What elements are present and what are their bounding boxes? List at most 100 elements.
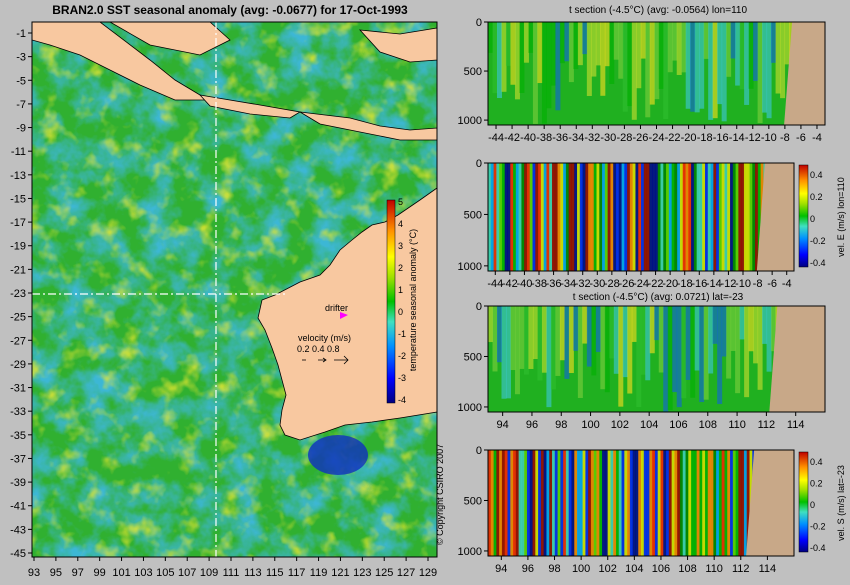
map-y-tick-label: -9 <box>16 123 26 135</box>
section-stripe <box>618 163 623 271</box>
section-stripe <box>540 163 545 271</box>
section-stripe <box>613 163 617 271</box>
section-stripe <box>528 22 534 53</box>
section-x-tick-label: -20 <box>681 132 697 144</box>
section-stripe <box>752 163 756 271</box>
section-stripe <box>682 450 687 556</box>
section-stripe <box>727 163 731 271</box>
section-stripe <box>674 450 678 556</box>
section-stripe <box>596 163 600 271</box>
section-stripe <box>739 22 745 90</box>
map-y-tick-label: -17 <box>10 217 26 229</box>
section-stripe <box>532 163 536 271</box>
section-stripe <box>649 22 655 105</box>
section-stripe <box>549 163 553 271</box>
section-stripe <box>593 163 597 271</box>
section-x-tick-label: -10 <box>761 132 777 144</box>
section-land <box>769 306 825 412</box>
section-x-tick-label: -36 <box>546 278 562 290</box>
section-y-tick-label: 500 <box>464 495 482 507</box>
land-sumatra <box>31 21 211 101</box>
section-stripe <box>496 306 502 363</box>
section-stripe <box>730 306 736 351</box>
section-stripe <box>600 22 606 96</box>
section-stripe <box>757 163 762 271</box>
section-stripe <box>496 163 500 271</box>
section-stripe <box>753 306 759 364</box>
section-stripe <box>666 450 670 556</box>
section-stripe <box>488 306 493 343</box>
section-stripe <box>635 163 639 271</box>
section-x-tick-label: -32 <box>584 132 600 144</box>
section-stripe <box>515 163 520 271</box>
map-y-tick-label: -15 <box>10 193 26 205</box>
section-colorbar-tick-label: 0 <box>810 500 815 510</box>
section-stripe <box>579 450 584 556</box>
section-stripe <box>514 22 520 100</box>
section-stripe <box>716 450 720 556</box>
section-stripe <box>524 450 528 556</box>
velocity-scale-values: 0.2 0.4 0.8 <box>297 344 340 354</box>
section-stripe <box>588 163 592 271</box>
section-stripe <box>600 306 606 390</box>
section-stripe <box>699 22 705 109</box>
section-stripe <box>721 22 727 122</box>
section-y-tick-label: 1000 <box>458 115 482 127</box>
section-x-tick-label: -4 <box>812 132 822 144</box>
section-stripe <box>596 450 600 556</box>
section-x-tick-label: -6 <box>767 278 777 290</box>
section-stripe <box>602 450 606 556</box>
section-stripe <box>708 22 714 120</box>
section-stripe <box>753 22 759 81</box>
section-stripe <box>688 163 692 271</box>
copyright-text: © Copyright CSIRO 2007 <box>435 444 445 545</box>
section-stripe <box>571 450 575 556</box>
section-stripe <box>784 22 790 65</box>
map-x-tick-label: 111 <box>223 567 240 579</box>
section-stripe <box>488 163 492 271</box>
section-stripe <box>523 22 529 63</box>
section-stripe <box>631 306 637 342</box>
map-colorbar-tick-label: 4 <box>398 219 403 229</box>
land-java <box>198 94 302 119</box>
section-stripe <box>635 450 639 556</box>
section-x-tick-label: -6 <box>796 132 806 144</box>
section-x-tick-label: -20 <box>662 278 678 290</box>
section-stripe <box>532 22 538 124</box>
map-y-tick-label: -37 <box>10 453 26 465</box>
map-y-tick-label: -5 <box>16 75 26 87</box>
section-stripe <box>595 306 601 352</box>
map-colorbar <box>386 199 396 404</box>
map-x-tick-label: 119 <box>310 567 328 579</box>
section-stripe <box>582 450 586 556</box>
section-stripe <box>649 306 655 354</box>
map-x-tick-label: 93 <box>28 567 40 579</box>
section-x-tick-label: -34 <box>568 132 584 144</box>
section-stripe <box>560 163 564 271</box>
section-stripe <box>565 163 570 271</box>
section-stripe <box>757 306 763 390</box>
section-stripe <box>681 22 687 73</box>
section-stripe <box>590 450 595 556</box>
section-stripe <box>676 22 682 75</box>
map-colorbar-tick-label: 5 <box>398 197 403 207</box>
map-x-tick-label: 127 <box>397 567 415 579</box>
section-stripe <box>613 450 617 556</box>
section-stripe <box>645 22 651 118</box>
section-land <box>784 22 825 125</box>
section-stripe <box>693 450 698 556</box>
section-colorbar <box>798 451 809 553</box>
section-stripe <box>663 22 669 119</box>
section-stripe <box>676 306 682 408</box>
section-y-tick-label: 0 <box>476 445 482 457</box>
section-stripe <box>658 22 664 89</box>
section-x-tick-label: -26 <box>632 132 648 144</box>
section-stripe <box>748 22 754 89</box>
section-stripe <box>775 22 781 94</box>
section-stripe <box>557 163 561 271</box>
map-colorbar-tick-label: -2 <box>398 351 406 361</box>
section-frame <box>487 305 826 413</box>
section-stripe <box>638 163 642 271</box>
section-stripe <box>488 450 492 556</box>
section-stripe <box>595 22 601 66</box>
